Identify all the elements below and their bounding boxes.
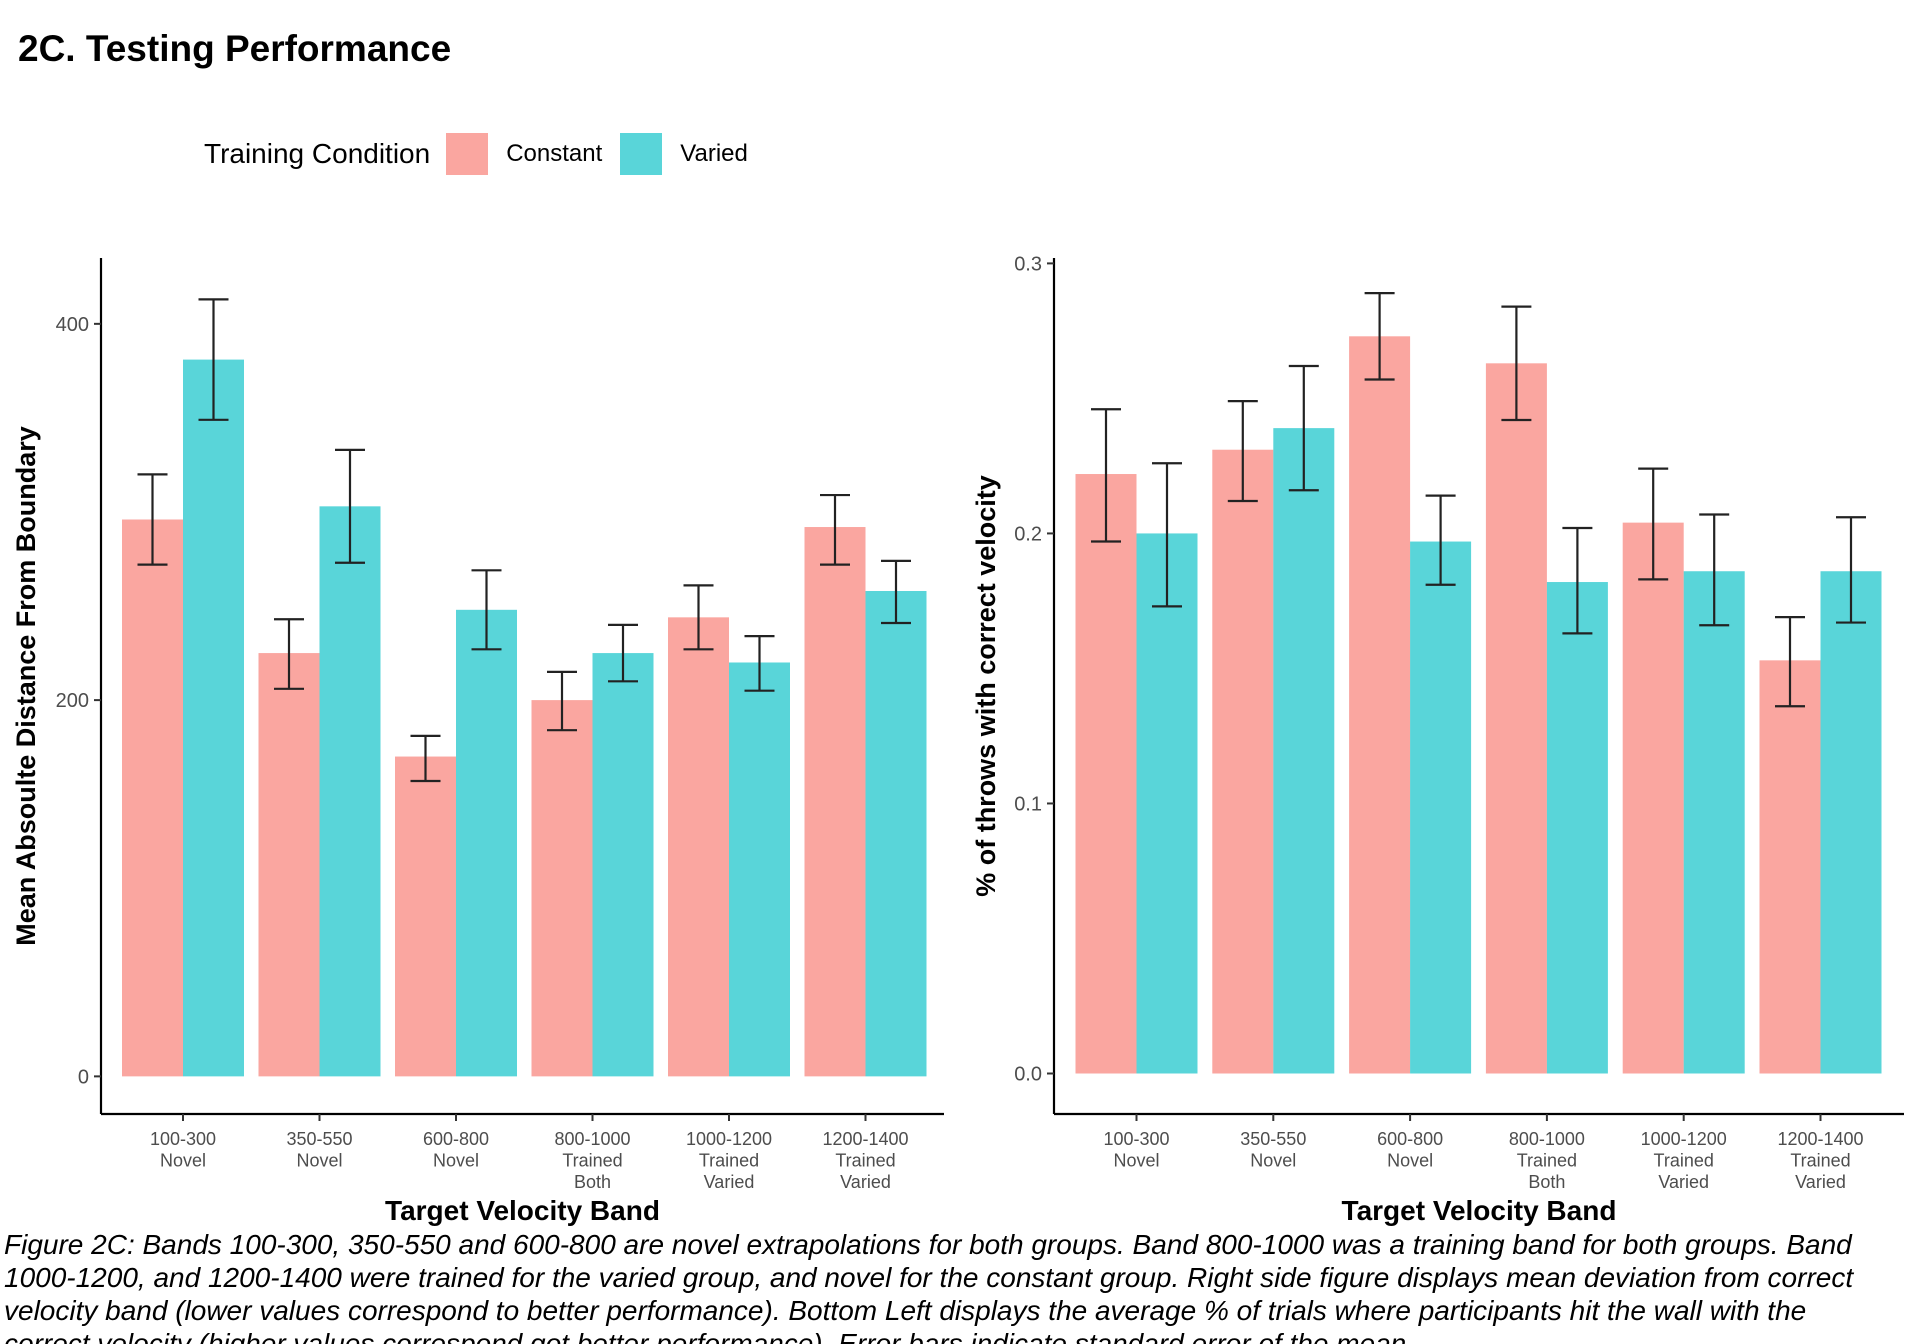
error-bar: [1425, 494, 1456, 586]
figure-caption: Figure 2C: Bands 100-300, 350-550 and 60…: [4, 1228, 1920, 1344]
error-bar: [1152, 462, 1182, 608]
y-tick-label: 0.3: [1014, 253, 1042, 275]
bar-varied: [1273, 428, 1335, 1074]
chart-panel-right: 0.0 0.1 0.2 0.3 100-300 Novel 350-550 Novel 600-…: [971, 253, 1904, 1226]
y-tick-label: 0.1: [1014, 793, 1042, 815]
charts-canvas: 0 200 400 100-300 Novel 350-550 Novel 600-800 No…: [11, 253, 1904, 1226]
bar-constant: [1349, 336, 1411, 1074]
x-tick-label: 100-300 Novel: [150, 1129, 216, 1171]
chart-panel-left: 0 200 400 100-300 Novel 350-550 Novel 600-800 No…: [11, 258, 944, 1226]
error-bar: [1364, 292, 1395, 381]
error-bar: [137, 473, 168, 566]
y-tick-label: 0: [78, 1066, 89, 1088]
x-tick-label: 600-800 Novel: [423, 1129, 489, 1171]
error-bar: [1288, 364, 1319, 492]
y-axis-title: Mean Absoulte Distance From Boundary: [11, 426, 41, 946]
x-tick-label: 800-1000 Trained Both: [1509, 1129, 1585, 1192]
bar-constant: [1759, 660, 1821, 1074]
error-bar: [1699, 513, 1730, 627]
bar-constant: [122, 519, 183, 1077]
x-axis-title: Target Velocity Band: [385, 1195, 660, 1226]
bar-varied: [1410, 541, 1472, 1074]
x-axis-title: Target Velocity Band: [1342, 1195, 1617, 1226]
error-bar: [410, 734, 441, 783]
caption-line: 1000-1200, and 1200-1400 were trained fo…: [4, 1262, 1854, 1293]
error-bar: [1227, 400, 1258, 503]
error-bar: [1091, 408, 1121, 543]
bar-varied: [1683, 571, 1745, 1074]
bar-constant: [1622, 522, 1684, 1074]
bar-varied: [456, 609, 517, 1077]
error-bar: [335, 448, 365, 564]
bar-constant: [258, 653, 320, 1077]
bar-varied: [1820, 571, 1882, 1074]
error-bar: [1638, 467, 1669, 581]
bar-constant: [804, 527, 866, 1077]
error-bar: [820, 493, 850, 566]
caption-line: correct velocity (higher values correspo…: [4, 1328, 1414, 1344]
bar-constant: [668, 617, 729, 1077]
x-tick-label: 1200-1400 Trained Varied: [822, 1129, 908, 1192]
legend-key-varied: [620, 133, 663, 175]
x-tick-label: 350-550 Novel: [1240, 1129, 1306, 1171]
legend-key-constant: [446, 133, 489, 175]
error-bar: [608, 623, 638, 683]
error-bar: [547, 670, 577, 732]
legend-label-varied: Varied: [680, 140, 748, 167]
y-axis-title: % of throws with correct velocity: [971, 475, 1001, 897]
bar-varied: [865, 590, 927, 1077]
bar-constant: [1075, 474, 1137, 1074]
error-bar: [198, 298, 229, 421]
x-tick-label: 350-550 Novel: [286, 1129, 352, 1171]
y-tick-label: 200: [56, 690, 89, 712]
y-tick-label: 0.0: [1014, 1063, 1042, 1085]
error-bar: [274, 618, 304, 690]
error-bar: [1501, 305, 1532, 422]
caption-line: velocity band (lower values correspond t…: [4, 1295, 1807, 1326]
bar-varied: [319, 506, 381, 1077]
bar-constant: [1485, 363, 1547, 1074]
bar-varied: [592, 653, 654, 1077]
bar-varied: [1136, 533, 1198, 1074]
legend-title: Training Condition: [204, 138, 431, 169]
error-bar: [1562, 526, 1593, 635]
y-tick-label: 400: [56, 314, 89, 336]
legend-label-constant: Constant: [506, 140, 603, 167]
x-tick-label: 800-1000 Trained Both: [554, 1129, 630, 1192]
x-tick-label: 100-300 Novel: [1103, 1129, 1169, 1171]
bar-constant: [395, 756, 456, 1077]
x-tick-label: 1000-1200 Trained Varied: [686, 1129, 772, 1192]
caption-line: Figure 2C: Bands 100-300, 350-550 and 60…: [4, 1229, 1852, 1260]
error-bar: [744, 635, 775, 692]
error-bar: [1836, 516, 1866, 624]
error-bar: [683, 584, 714, 651]
bar-constant: [531, 700, 593, 1077]
x-tick-label: 1000-1200 Trained Varied: [1641, 1129, 1727, 1192]
y-tick-label: 0.2: [1014, 523, 1042, 545]
bar-constant: [1212, 449, 1274, 1074]
figure-title: 2C. Testing Performance: [18, 28, 452, 69]
error-bar: [881, 559, 911, 625]
bar-varied: [1546, 582, 1608, 1074]
legend: Training Condition Constant Varied: [204, 130, 766, 178]
error-bar: [471, 569, 502, 651]
bar-varied: [729, 662, 790, 1077]
error-bar: [1775, 616, 1805, 708]
x-tick-label: 600-800 Novel: [1377, 1129, 1443, 1171]
bar-varied: [183, 359, 244, 1077]
x-tick-label: 1200-1400 Trained Varied: [1777, 1129, 1863, 1192]
